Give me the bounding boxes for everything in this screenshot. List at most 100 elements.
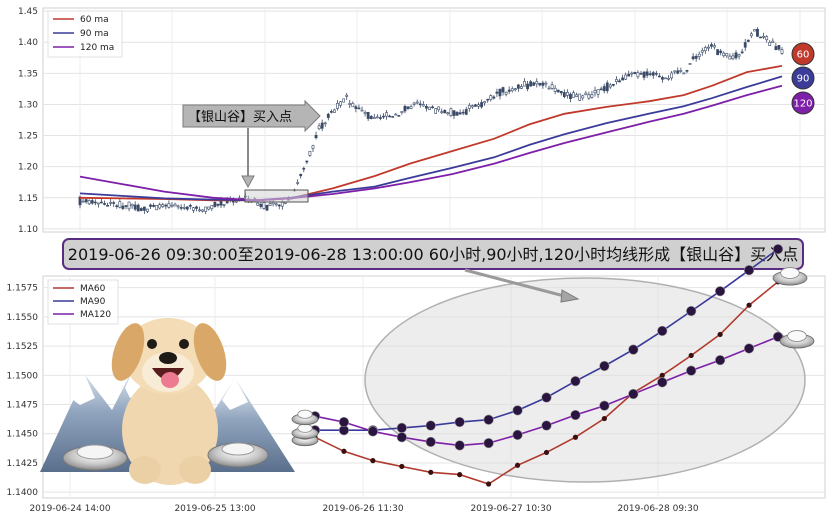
candle-body — [762, 35, 766, 38]
bottom-ma60-point — [399, 463, 405, 470]
candle-body — [593, 90, 597, 94]
candle-body — [498, 88, 502, 97]
bottom-y-tick-label: 1.1425 — [7, 459, 39, 469]
bottom-legend-label: MA120 — [80, 310, 111, 320]
candle-body — [535, 81, 539, 85]
candle-body — [305, 160, 309, 163]
candle-body — [645, 71, 649, 76]
candle-body — [121, 205, 125, 209]
top-y-tick-label: 1.45 — [18, 7, 38, 17]
candle-body — [483, 101, 487, 104]
candle-body — [731, 55, 735, 60]
candle-body — [713, 45, 716, 48]
candle-body — [418, 103, 422, 106]
candle-body — [185, 206, 189, 210]
candle-body — [697, 53, 701, 57]
candle-body — [679, 70, 683, 72]
top-chart-legend: 60 ma 90 ma 120 ma — [47, 10, 123, 58]
series-end-ingot — [772, 267, 808, 286]
bottom-ma120-point — [454, 440, 465, 451]
candle-body — [599, 88, 603, 91]
candle-body — [127, 201, 131, 210]
bottom-ma120-point — [715, 355, 726, 366]
candle-body — [283, 202, 287, 204]
bottom-ma90-point — [743, 265, 755, 276]
candle-body — [213, 201, 217, 207]
candle-body — [256, 202, 260, 206]
caption-pointer-arrow — [464, 268, 580, 303]
candle-body — [559, 90, 563, 94]
candle-body — [516, 84, 520, 89]
bottom-x-tick-label: 2019-06-26 11:30 — [322, 504, 403, 514]
candle-body — [296, 182, 300, 184]
bottom-ma90-point — [715, 286, 726, 297]
top-chart-frame — [42, 7, 826, 233]
candle-body — [544, 82, 548, 85]
candle-body — [425, 106, 428, 109]
candle-body — [302, 167, 306, 170]
candle-body — [130, 203, 134, 207]
bottom-ma120-point — [512, 429, 523, 441]
bottom-ma90-point — [657, 325, 668, 337]
candle-body — [694, 55, 698, 59]
candle-body — [222, 204, 226, 206]
bottom-ma90-point — [396, 422, 407, 433]
bottom-ma60-point — [717, 331, 723, 338]
bottom-ma60-point — [746, 302, 752, 308]
ma-badge-label: 90 — [797, 74, 810, 85]
candle-body — [446, 112, 450, 115]
candle-body — [716, 49, 720, 56]
ma-badges: 60 90 120 — [791, 42, 815, 115]
candle-body — [550, 84, 554, 89]
buy-point-highlight-box — [244, 189, 309, 203]
bottom-ma60-point — [659, 372, 665, 378]
candle-body — [136, 204, 140, 212]
candle-body — [87, 200, 91, 205]
candle-body — [667, 77, 670, 80]
candle-body — [513, 88, 517, 91]
candle-body — [743, 42, 747, 48]
candle-body — [566, 91, 569, 96]
candle-body — [366, 112, 370, 119]
candle-body — [651, 72, 655, 76]
candle-body — [170, 204, 174, 207]
bottom-ma120-point — [425, 436, 436, 448]
bottom-ma120-point — [743, 343, 755, 354]
candle-body — [510, 88, 514, 92]
candle-body — [504, 92, 508, 95]
candle-body — [673, 70, 677, 73]
candle-body — [608, 84, 612, 88]
bottom-y-tick-label: 1.1475 — [7, 401, 39, 411]
candle-body — [740, 51, 744, 54]
candle-body — [409, 106, 413, 109]
candle-body — [648, 73, 652, 75]
candle-body — [749, 33, 753, 37]
top-y-tick-label: 1.40 — [18, 38, 38, 48]
caption-text: 2019-06-26 09:30:00至2019-06-28 13:00:00 … — [68, 245, 798, 264]
bottom-ma90-point — [599, 360, 610, 372]
candle-body — [142, 206, 146, 211]
candle-body — [615, 79, 618, 83]
bottom-y-tick-label: 1.1450 — [7, 430, 39, 440]
candle-body — [106, 204, 109, 207]
candle-body — [470, 105, 474, 108]
candle-body — [93, 201, 97, 204]
candle-body — [657, 75, 661, 78]
candle-body — [207, 206, 211, 210]
candle-body — [412, 102, 416, 105]
candle-body — [403, 105, 407, 112]
candle-body — [388, 115, 392, 118]
top-chart-y-axis: 1.10 1.15 1.20 1.25 1.30 1.35 1.40 1.45 — [18, 7, 38, 235]
bottom-chart-y-axis: 1.1400 1.1425 1.1450 1.1475 1.1500 1.1525 1.15… — [7, 284, 39, 498]
candle-body — [458, 112, 462, 115]
candle-body — [139, 208, 143, 211]
candle-body — [587, 94, 591, 99]
candle-body — [461, 111, 465, 114]
bottom-y-tick-label: 1.1550 — [7, 313, 39, 323]
candle-body — [115, 205, 119, 207]
bottom-ma120-point — [599, 400, 610, 411]
bottom-ma90-point — [772, 244, 784, 255]
bottom-chart-legend: MA60 MA90 MA120 — [47, 279, 119, 325]
candle-body — [520, 86, 523, 89]
candle-body — [109, 202, 113, 204]
